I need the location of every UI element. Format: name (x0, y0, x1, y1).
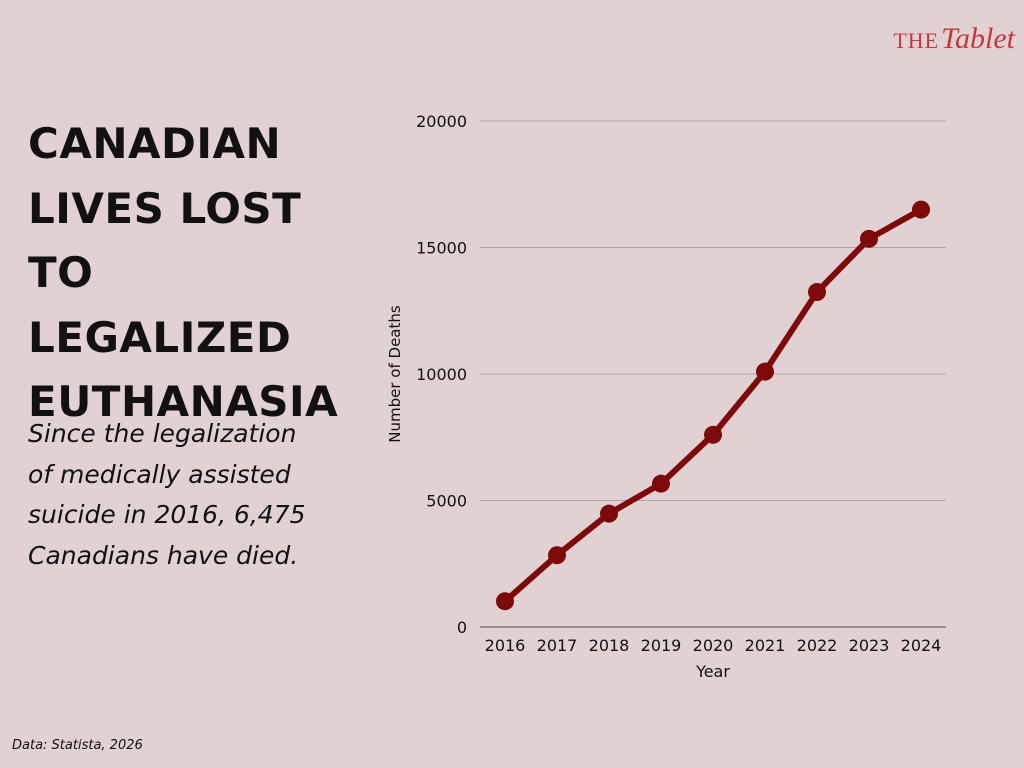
x-tick-label: 2019 (641, 636, 682, 655)
data-point (808, 283, 826, 302)
x-tick-label: 2017 (537, 636, 578, 655)
data-point (496, 592, 514, 611)
x-axis-title: Year (695, 662, 730, 681)
x-tick-label: 2018 (589, 636, 630, 655)
data-point (860, 229, 878, 248)
data-series (502, 206, 924, 605)
subtitle: Since the legalization of medically assi… (28, 419, 306, 570)
data-source: Data: Statista, 2026 (12, 738, 143, 753)
x-tick-label: 2023 (849, 636, 890, 655)
data-point (600, 504, 618, 523)
y-tick-label: 15000 (416, 239, 467, 258)
y-axis-title: Number of Deaths (386, 305, 404, 443)
data-point (652, 474, 670, 493)
y-tick-label: 10000 (416, 365, 467, 384)
y-tick-label: 0 (457, 618, 467, 637)
x-tick-label: 2016 (485, 636, 526, 655)
x-tick-label: 2022 (797, 636, 838, 655)
series-line (502, 206, 924, 605)
data-point (756, 362, 774, 381)
y-tick-label: 20000 (416, 112, 467, 131)
page-title: CANADIAN LIVES LOST TO LEGALIZED EUTHANA… (28, 119, 339, 426)
axes: 0 5000 10000 15000 20000 2016 2017 2018 2019 2020… (386, 112, 946, 681)
y-tick-label: 5000 (426, 492, 467, 511)
data-point (704, 425, 722, 444)
data-point (912, 200, 930, 219)
x-tick-label: 2021 (745, 636, 786, 655)
data-point (548, 546, 566, 565)
brand-logo: THETablet (893, 22, 1015, 56)
brand-name: Tablet (941, 22, 1015, 55)
brand-prefix: THE (893, 28, 940, 53)
x-tick-label: 2024 (901, 636, 942, 655)
x-tick-label: 2020 (693, 636, 734, 655)
data-points (496, 200, 930, 611)
